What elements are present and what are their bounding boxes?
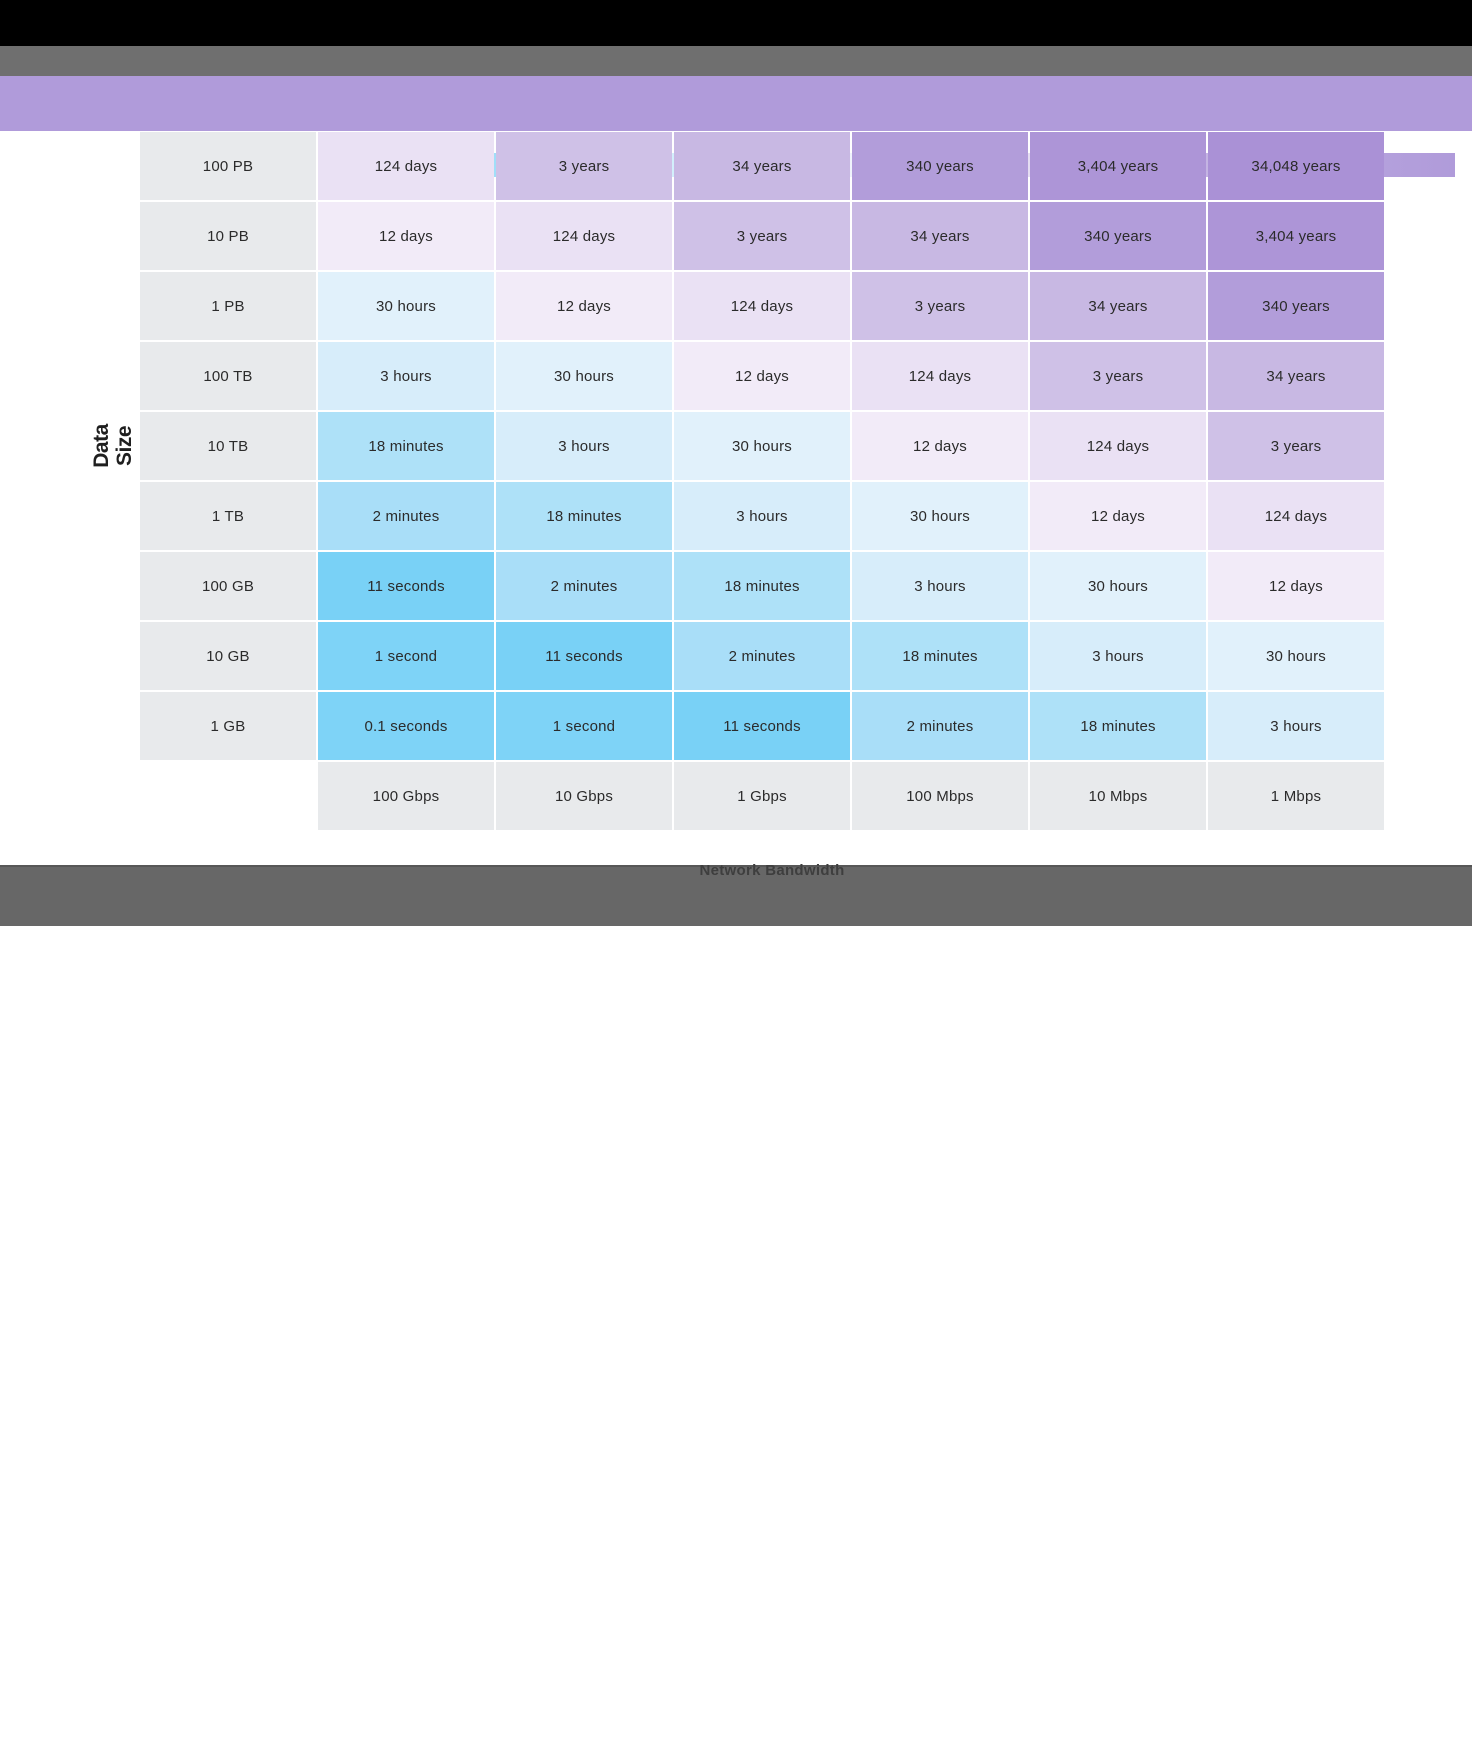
value-cell: 2 minutes <box>674 622 850 690</box>
value-cell: 3 years <box>1030 342 1206 410</box>
column-label-cell: 10 Mbps <box>1030 762 1206 830</box>
value-cell: 12 days <box>1030 482 1206 550</box>
row-label-cell: 100 GB <box>140 552 316 620</box>
value-cell: 340 years <box>1030 202 1206 270</box>
value-cell: 18 minutes <box>852 622 1028 690</box>
value-cell: 2 minutes <box>496 552 672 620</box>
value-cell: 30 hours <box>1030 552 1206 620</box>
value-cell: 1 second <box>318 622 494 690</box>
value-cell: 18 minutes <box>496 482 672 550</box>
value-cell: 18 minutes <box>318 412 494 480</box>
value-cell: 30 hours <box>496 342 672 410</box>
value-cell: 1 second <box>496 692 672 760</box>
value-cell: 3 hours <box>674 482 850 550</box>
row-label-cell: 100 TB <box>140 342 316 410</box>
y-axis-label-text: Data Size <box>89 424 136 468</box>
value-cell: 3 hours <box>1030 622 1206 690</box>
value-cell: 3 years <box>496 132 672 200</box>
column-label-cell: 1 Mbps <box>1208 762 1384 830</box>
page-footer-bar <box>0 865 1472 1739</box>
row-label-cell: 10 TB <box>140 412 316 480</box>
value-cell: 3 years <box>1208 412 1384 480</box>
value-cell: 124 days <box>496 202 672 270</box>
value-cell: 124 days <box>1208 482 1384 550</box>
value-cell: 340 years <box>852 132 1028 200</box>
page-header-bar <box>0 46 1472 105</box>
value-cell: 124 days <box>852 342 1028 410</box>
value-cell: 34,048 years <box>1208 132 1384 200</box>
transfer-time-heatmap: 100 PB 124 days 3 years 34 years 340 years 3,… <box>140 132 1384 830</box>
value-cell: 2 minutes <box>852 692 1028 760</box>
value-cell: 12 days <box>496 272 672 340</box>
value-cell: 30 hours <box>674 412 850 480</box>
corner-cell <box>140 762 316 830</box>
row-label-cell: 10 GB <box>140 622 316 690</box>
value-cell: 12 days <box>852 412 1028 480</box>
value-cell: 12 days <box>318 202 494 270</box>
row-label-cell: 10 PB <box>140 202 316 270</box>
value-cell: 34 years <box>852 202 1028 270</box>
value-cell: 340 years <box>1208 272 1384 340</box>
value-cell: 3 hours <box>318 342 494 410</box>
value-cell: 34 years <box>1030 272 1206 340</box>
row-label-cell: 100 PB <box>140 132 316 200</box>
value-cell: 34 years <box>674 132 850 200</box>
row-label-cell: 1 TB <box>140 482 316 550</box>
value-cell: 30 hours <box>318 272 494 340</box>
column-label-cell: 10 Gbps <box>496 762 672 830</box>
value-cell: 12 days <box>674 342 850 410</box>
value-cell: 18 minutes <box>1030 692 1206 760</box>
value-cell: 3 hours <box>852 552 1028 620</box>
value-cell: 3,404 years <box>1208 202 1384 270</box>
row-label-cell: 1 PB <box>140 272 316 340</box>
window-top-bar <box>0 0 1472 46</box>
value-cell: 3 years <box>852 272 1028 340</box>
value-cell: 3,404 years <box>1030 132 1206 200</box>
value-cell: 124 days <box>674 272 850 340</box>
legend-band <box>0 76 1472 177</box>
x-axis-label: Network Bandwidth <box>699 862 845 879</box>
value-cell: 11 seconds <box>674 692 850 760</box>
value-cell: 30 hours <box>1208 622 1384 690</box>
column-label-cell: 100 Gbps <box>318 762 494 830</box>
value-cell: 124 days <box>318 132 494 200</box>
column-label-cell: 1 Gbps <box>674 762 850 830</box>
value-cell: 18 minutes <box>674 552 850 620</box>
value-cell: 3 years <box>674 202 850 270</box>
value-cell: 3 hours <box>496 412 672 480</box>
value-cell: 0.1 seconds <box>318 692 494 760</box>
value-cell: 34 years <box>1208 342 1384 410</box>
value-cell: 12 days <box>1208 552 1384 620</box>
value-cell: 3 hours <box>1208 692 1384 760</box>
value-cell: 2 minutes <box>318 482 494 550</box>
value-cell: 11 seconds <box>318 552 494 620</box>
value-cell: 124 days <box>1030 412 1206 480</box>
row-label-cell: 1 GB <box>140 692 316 760</box>
value-cell: 11 seconds <box>496 622 672 690</box>
value-cell: 30 hours <box>852 482 1028 550</box>
column-label-cell: 100 Mbps <box>852 762 1028 830</box>
